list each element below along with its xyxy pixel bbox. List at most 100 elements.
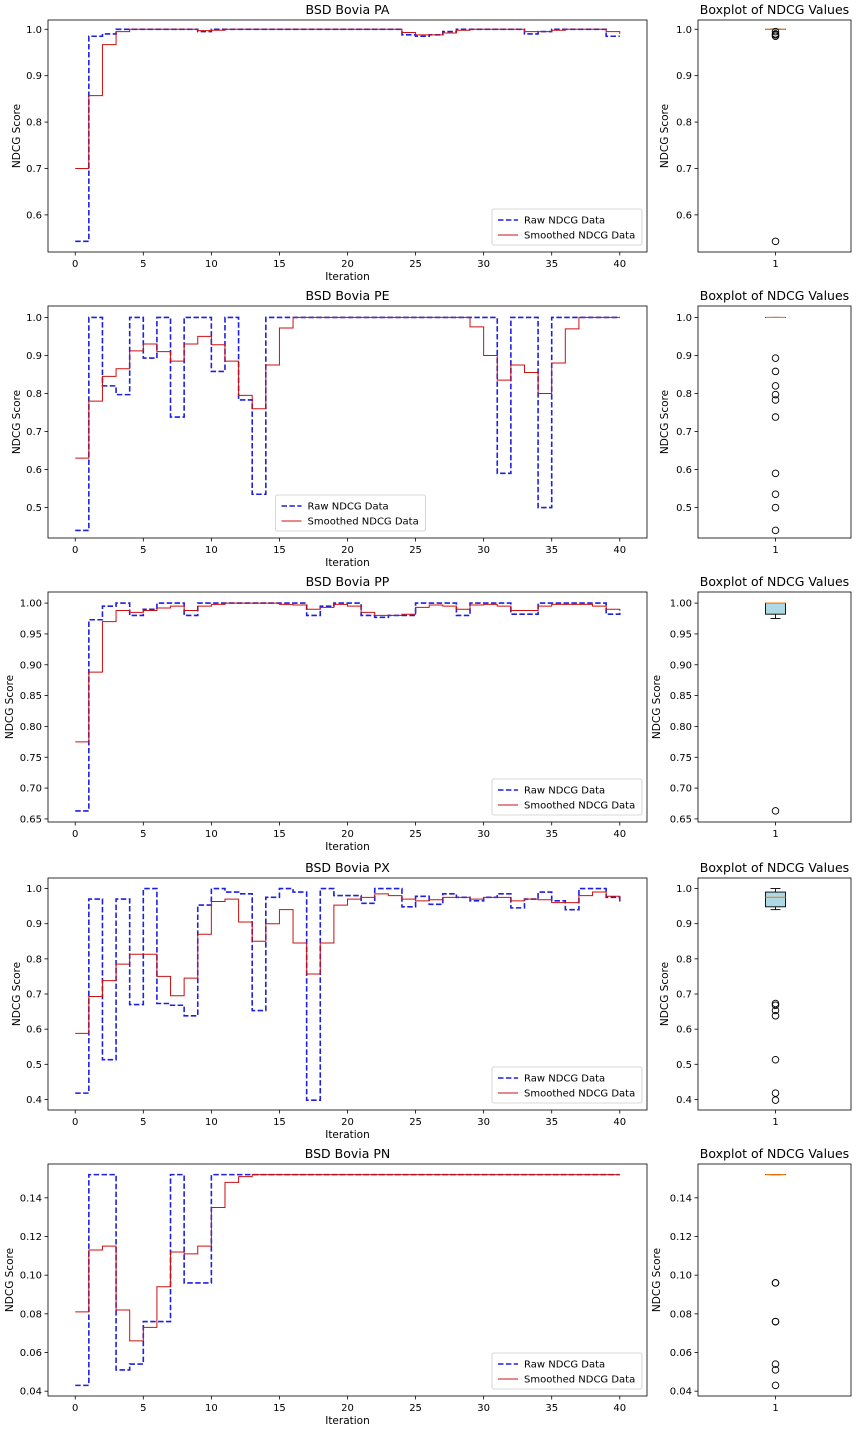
x-tick-label: 5 xyxy=(140,545,146,556)
chart-title: BSD Bovia PN xyxy=(305,1146,391,1161)
y-tick-label: 0.85 xyxy=(20,691,42,702)
chart-title: BSD Bovia PP xyxy=(306,574,390,589)
x-tick-label: 5 xyxy=(140,829,146,840)
x-tick-label: 1 xyxy=(772,1117,778,1128)
y-axis-label: NDCG Score xyxy=(659,104,671,168)
outlier-point xyxy=(771,1089,780,1097)
x-tick-label: 35 xyxy=(545,1117,558,1128)
y-tick-label: 0.10 xyxy=(20,1271,42,1282)
outlier-point xyxy=(771,1317,780,1326)
boxplot-panel xyxy=(765,27,786,246)
outlier-point xyxy=(771,807,780,815)
line-panel xyxy=(75,602,621,812)
outlier-point xyxy=(771,367,780,376)
outlier-point xyxy=(771,27,780,36)
boxplot-panel xyxy=(765,1174,786,1390)
x-tick-label: 25 xyxy=(409,545,422,556)
x-tick-label: 25 xyxy=(409,259,422,270)
legend-entry: Smoothed NDCG Data xyxy=(524,1375,635,1386)
y-tick-label: 0.7 xyxy=(26,427,42,438)
y-tick-label: 0.04 xyxy=(670,1387,692,1398)
x-tick-label: 35 xyxy=(545,545,558,556)
x-tick-label: 5 xyxy=(140,1117,146,1128)
line-panel xyxy=(75,887,621,1101)
y-tick-label: 0.5 xyxy=(26,1060,42,1071)
legend-entry: Raw NDCG Data xyxy=(524,786,605,797)
y-tick-label: 0.8 xyxy=(26,118,42,129)
y-tick-label: 0.7 xyxy=(676,427,692,438)
y-tick-label: 0.8 xyxy=(676,118,692,129)
y-tick-label: 0.9 xyxy=(676,919,692,930)
iqr-box xyxy=(765,602,786,615)
x-tick-label: 20 xyxy=(341,1403,354,1414)
x-tick-label: 25 xyxy=(409,829,422,840)
y-tick-label: 0.8 xyxy=(26,389,42,400)
y-tick-label: 0.5 xyxy=(676,1060,692,1071)
x-tick-label: 20 xyxy=(341,259,354,270)
x-tick-label: 40 xyxy=(613,1403,626,1414)
y-tick-label: 0.9 xyxy=(26,919,42,930)
y-tick-label: 0.6 xyxy=(26,465,42,476)
legend: Raw NDCG Data Smoothed NDCG Data xyxy=(275,494,426,532)
chart-title: BSD Bovia PX xyxy=(305,860,390,875)
x-tick-label: 15 xyxy=(273,829,286,840)
x-axis-label: Iteration xyxy=(325,1415,370,1427)
x-tick-label: 25 xyxy=(409,1117,422,1128)
boxplot-title: Boxplot of NDCG Values xyxy=(700,2,849,17)
y-tick-label: 0.8 xyxy=(676,389,692,400)
y-tick-label: 0.6 xyxy=(26,1025,42,1036)
y-axis-label: NDCG Score xyxy=(11,962,23,1026)
y-tick-label: 0.10 xyxy=(670,1271,692,1282)
y-tick-label: 0.90 xyxy=(670,660,692,671)
y-tick-label: 0.75 xyxy=(20,753,42,764)
x-tick-label: 5 xyxy=(140,1403,146,1414)
outlier-point xyxy=(771,382,780,390)
x-tick-label: 10 xyxy=(205,829,218,840)
legend-box xyxy=(491,208,643,246)
y-tick-label: 0.8 xyxy=(676,954,692,965)
x-tick-label: 40 xyxy=(613,545,626,556)
smoothed-ndcg-line xyxy=(75,602,620,743)
outlier-point xyxy=(771,1001,780,1009)
y-tick-label: 0.5 xyxy=(676,503,692,514)
outlier-point xyxy=(771,503,780,512)
x-tick-label: 30 xyxy=(477,1403,490,1414)
legend-entry: Raw NDCG Data xyxy=(524,216,605,227)
legend-entry: Smoothed NDCG Data xyxy=(524,231,635,242)
raw-ndcg-line xyxy=(75,316,620,532)
y-tick-label: 0.95 xyxy=(670,629,692,640)
y-tick-label: 0.7 xyxy=(26,990,42,1001)
x-tick-label: 20 xyxy=(341,1117,354,1128)
y-tick-label: 1.0 xyxy=(676,313,692,324)
x-tick-label: 15 xyxy=(273,545,286,556)
legend: Raw NDCG Data Smoothed NDCG Data xyxy=(491,1352,643,1390)
y-tick-label: 0.08 xyxy=(670,1309,692,1320)
smoothed-ndcg-line xyxy=(75,1174,620,1342)
x-tick-label: 35 xyxy=(545,1403,558,1414)
legend: Raw NDCG Data Smoothed NDCG Data xyxy=(491,208,643,246)
x-tick-label: 0 xyxy=(72,829,78,840)
x-tick-label: 40 xyxy=(613,829,626,840)
x-tick-label: 10 xyxy=(205,1403,218,1414)
y-tick-label: 0.9 xyxy=(676,71,692,82)
y-tick-label: 0.7 xyxy=(676,990,692,1001)
x-tick-label: 25 xyxy=(409,1403,422,1414)
legend-entry: Smoothed NDCG Data xyxy=(308,517,419,528)
x-axis-label: Iteration xyxy=(325,841,370,853)
x-tick-label: 1 xyxy=(772,829,778,840)
boxplot-title: Boxplot of NDCG Values xyxy=(700,860,849,875)
y-tick-label: 0.70 xyxy=(670,784,692,795)
y-tick-label: 0.80 xyxy=(20,722,42,733)
y-axis-label: NDCG Score xyxy=(659,962,671,1026)
line-panel xyxy=(75,1173,620,1387)
y-tick-label: 0.12 xyxy=(20,1232,42,1243)
legend-box xyxy=(275,494,426,532)
y-tick-label: 0.75 xyxy=(670,753,692,764)
x-tick-label: 10 xyxy=(205,259,218,270)
y-tick-label: 0.6 xyxy=(26,210,42,221)
boxplot-frame xyxy=(697,19,852,253)
x-tick-label: 0 xyxy=(72,545,78,556)
legend-box xyxy=(491,1066,643,1104)
y-tick-label: 0.6 xyxy=(676,465,692,476)
y-tick-label: 0.65 xyxy=(20,814,42,825)
